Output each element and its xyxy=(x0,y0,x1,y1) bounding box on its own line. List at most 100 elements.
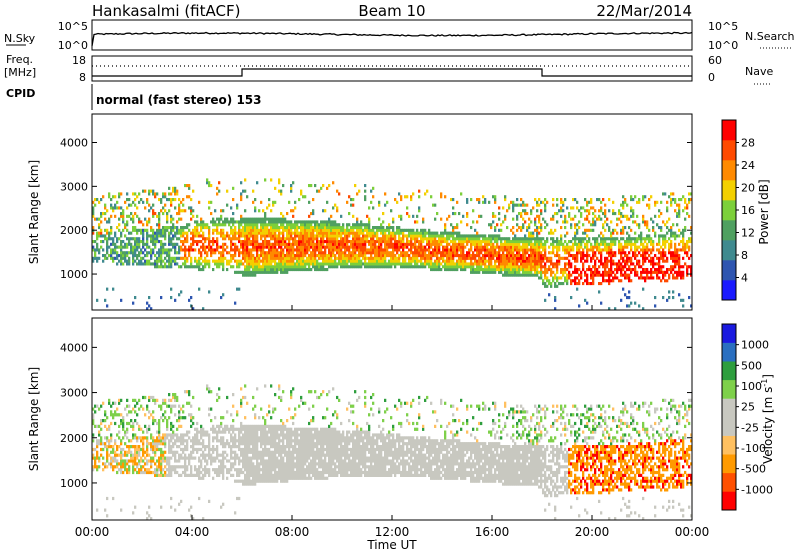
power-cell xyxy=(316,234,319,238)
velocity-cell xyxy=(120,439,123,443)
power-cell xyxy=(336,251,339,255)
power-cell xyxy=(162,228,165,232)
power-cell xyxy=(270,223,273,227)
power-cell xyxy=(646,237,649,241)
velocity-cell xyxy=(150,413,153,417)
power-cell xyxy=(324,256,327,260)
power-cell xyxy=(636,259,639,263)
power-cell xyxy=(404,259,407,263)
power-cell xyxy=(150,226,153,230)
power-cell xyxy=(576,245,579,249)
power-cell xyxy=(462,240,465,244)
power-cell xyxy=(468,234,471,238)
power-cell xyxy=(352,259,355,263)
power-cell xyxy=(130,251,133,255)
power-cell xyxy=(690,237,693,241)
power-cell xyxy=(428,265,431,269)
power-cell xyxy=(526,237,529,241)
power-cell xyxy=(554,296,557,300)
power-cell xyxy=(310,254,313,258)
velocity-cell xyxy=(136,436,139,440)
power-cell xyxy=(238,254,241,258)
velocity-cell xyxy=(144,424,147,428)
velocity-cell xyxy=(124,468,127,472)
power-cell xyxy=(160,245,163,249)
power-cell xyxy=(290,226,293,230)
power-cell xyxy=(168,237,171,241)
power-cell xyxy=(146,307,149,311)
power-cell xyxy=(404,262,407,266)
power-cell xyxy=(162,212,165,216)
power-cell xyxy=(362,223,365,227)
velocity-cell xyxy=(116,453,119,457)
colorbar-segment xyxy=(722,180,736,201)
power-cell xyxy=(420,240,423,244)
power-cell xyxy=(410,228,413,232)
power-cell xyxy=(476,231,479,235)
power-cell xyxy=(178,265,181,269)
power-cell xyxy=(224,217,227,221)
power-cell xyxy=(320,240,323,244)
power-cell xyxy=(512,226,515,230)
power-cell xyxy=(652,270,655,274)
power-cell xyxy=(334,245,337,249)
power-cell xyxy=(534,256,537,260)
power-cell xyxy=(328,234,331,238)
power-cell xyxy=(154,212,157,216)
power-cell xyxy=(432,242,435,246)
power-cell xyxy=(190,262,193,266)
power-cell xyxy=(540,223,543,227)
power-cell xyxy=(524,212,527,216)
power-cell xyxy=(222,254,225,258)
power-cell xyxy=(100,231,103,235)
power-cell xyxy=(250,223,253,227)
power-cell xyxy=(292,231,295,235)
power-cell xyxy=(552,217,555,221)
power-cell xyxy=(514,240,517,244)
power-cell xyxy=(220,217,223,221)
power-cell xyxy=(462,242,465,246)
power-cell xyxy=(98,223,101,227)
velocity-cell xyxy=(144,462,147,466)
power-cell xyxy=(136,248,139,252)
power-cell xyxy=(450,251,453,255)
power-cell xyxy=(290,245,293,249)
power-cell xyxy=(678,212,681,216)
power-cell xyxy=(244,220,247,224)
power-cell xyxy=(648,237,651,241)
power-cell xyxy=(632,214,635,218)
power-cell xyxy=(278,268,281,272)
power-cell xyxy=(570,265,573,269)
power-cell xyxy=(580,212,583,216)
power-cell xyxy=(590,256,593,260)
power-cell xyxy=(244,259,247,263)
power-cell xyxy=(586,301,589,305)
power-cell xyxy=(282,268,285,272)
velocity-cell xyxy=(112,413,115,417)
power-cell xyxy=(540,254,543,258)
power-cell xyxy=(126,245,129,249)
power-cell xyxy=(232,248,235,252)
velocity-cell xyxy=(102,442,105,446)
power-cell xyxy=(204,245,207,249)
power-cell xyxy=(240,223,243,227)
power-cell xyxy=(228,234,231,238)
power-cell xyxy=(106,228,109,232)
power-cell xyxy=(268,254,271,258)
velocity-cell xyxy=(152,416,155,420)
power-cell xyxy=(190,296,193,300)
power-cell xyxy=(132,200,135,204)
power-cell xyxy=(364,242,367,246)
power-cell xyxy=(524,270,527,274)
power-cell xyxy=(420,242,423,246)
power-cell xyxy=(102,254,105,258)
power-cell xyxy=(248,265,251,269)
power-cell xyxy=(354,223,357,227)
power-cell xyxy=(264,240,267,244)
power-cell xyxy=(566,251,569,255)
power-cell xyxy=(468,248,471,252)
power-cell xyxy=(154,234,157,238)
power-cell xyxy=(566,220,569,224)
power-cell xyxy=(542,245,545,249)
power-cell xyxy=(620,203,623,207)
